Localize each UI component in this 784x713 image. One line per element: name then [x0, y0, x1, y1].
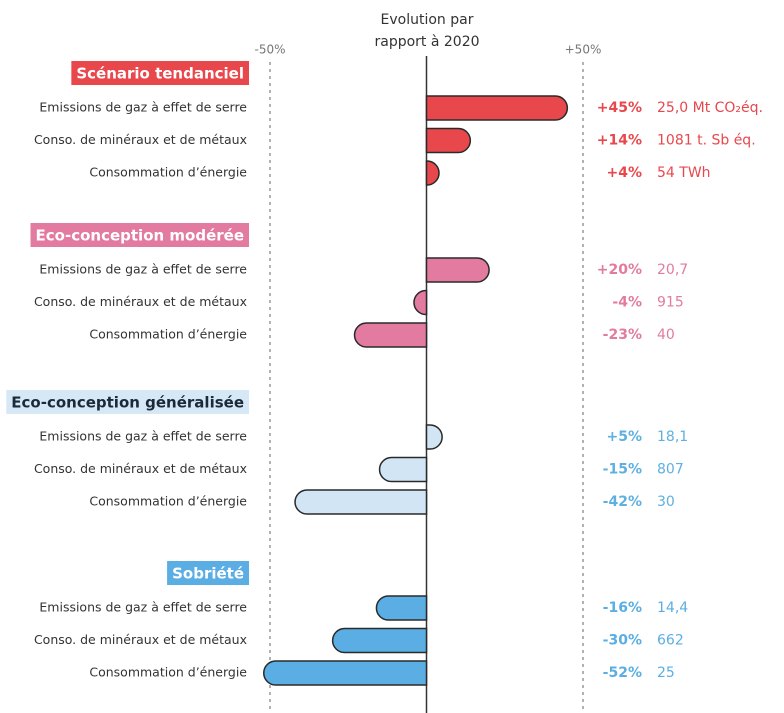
group-header-bg	[167, 561, 249, 585]
value-label: -4%	[612, 295, 642, 311]
absolute-label: 1081 t. Sb éq.	[657, 133, 756, 149]
x-tick-label: +50%	[565, 43, 602, 57]
group-header: Sobriété	[172, 565, 244, 583]
absolute-label: 915	[657, 295, 684, 311]
bar	[262, 660, 428, 686]
group-header: Eco-conception modérée	[36, 227, 244, 245]
bar	[353, 322, 428, 348]
absolute-label: 25	[657, 665, 675, 681]
value-label: -23%	[603, 327, 642, 343]
value-label: -15%	[603, 462, 642, 478]
category-label: Emissions de gaz à effet de serre	[39, 600, 247, 615]
value-label: +20%	[597, 262, 642, 278]
value-label: -52%	[603, 665, 642, 681]
group-header: Scénario tendanciel	[76, 65, 244, 83]
absolute-label: 18,1	[657, 429, 688, 445]
absolute-label: 54 TWh	[657, 165, 711, 181]
category-label: Emissions de gaz à effet de serre	[39, 429, 247, 444]
category-label: Emissions de gaz à effet de serre	[39, 100, 247, 115]
value-label: +14%	[597, 133, 642, 149]
group-header: Eco-conception généralisée	[11, 394, 244, 412]
category-label: Consommation d’énergie	[89, 165, 247, 180]
bar	[375, 595, 428, 621]
bar	[425, 95, 569, 121]
group-header-bg	[6, 390, 249, 414]
group-header-bg	[71, 61, 249, 85]
category-label: Consommation d’énergie	[89, 327, 247, 342]
absolute-label: 25,0 Mt CO₂éq.	[657, 100, 763, 116]
category-label: Consommation d’énergie	[89, 665, 247, 680]
bar	[425, 257, 490, 283]
group-header-bg	[30, 223, 249, 247]
value-label: +5%	[607, 429, 643, 445]
category-label: Consommation d’énergie	[89, 494, 247, 509]
chart-title: rapport à 2020	[374, 34, 479, 50]
value-label: -30%	[603, 633, 642, 649]
absolute-label: 14,4	[657, 600, 688, 616]
absolute-label: 20,7	[657, 262, 688, 278]
bar	[425, 424, 443, 450]
value-label: +4%	[607, 165, 643, 181]
value-label: -42%	[603, 494, 642, 510]
absolute-label: 662	[657, 633, 684, 649]
category-label: Conso. de minéraux et de métaux	[34, 294, 247, 309]
absolute-label: 30	[657, 494, 675, 510]
bar	[294, 489, 428, 515]
bar	[413, 289, 428, 316]
category-label: Conso. de minéraux et de métaux	[34, 461, 247, 476]
chart-title: Evolution par	[381, 12, 474, 28]
bar	[425, 160, 440, 186]
category-label: Conso. de minéraux et de métaux	[34, 632, 247, 647]
value-label: -16%	[603, 600, 642, 616]
bar	[378, 456, 428, 483]
category-label: Conso. de minéraux et de métaux	[34, 132, 247, 147]
bar	[425, 127, 472, 154]
absolute-label: 807	[657, 462, 684, 478]
absolute-label: 40	[657, 327, 675, 343]
bar	[331, 627, 428, 654]
value-label: +45%	[597, 100, 642, 116]
category-label: Emissions de gaz à effet de serre	[39, 262, 247, 277]
x-tick-label: -50%	[254, 43, 285, 57]
